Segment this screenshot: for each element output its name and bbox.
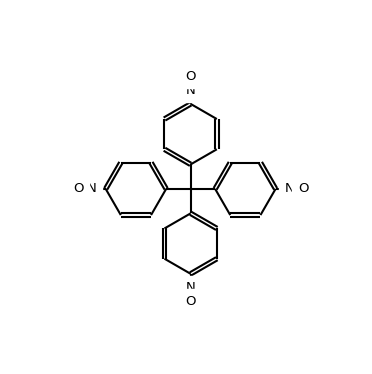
Text: N: N — [186, 84, 196, 96]
Text: N: N — [285, 183, 294, 195]
Text: N: N — [87, 183, 97, 195]
Text: N: N — [186, 281, 196, 294]
Text: O: O — [298, 183, 308, 195]
Text: O: O — [185, 295, 196, 308]
Text: O: O — [73, 183, 83, 195]
Text: O: O — [185, 70, 196, 83]
